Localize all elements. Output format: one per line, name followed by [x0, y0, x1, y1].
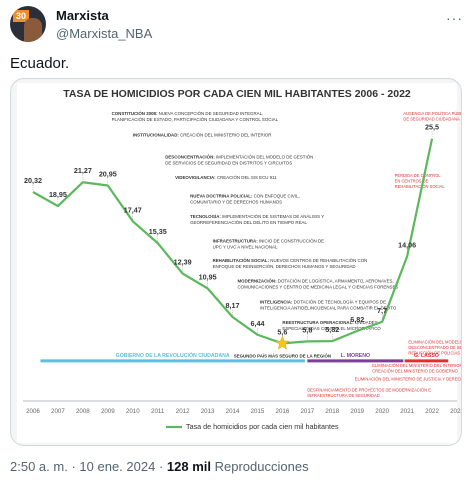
- avatar-figure: [24, 18, 42, 42]
- series-line: [32, 138, 434, 345]
- x-tick-label: 2015: [251, 408, 265, 415]
- red-annotation-text: DESCONCENTRADO DE SEGURIDAD Y: [408, 345, 462, 350]
- annotation-text: TECNOLOGÍA: IMPLEMENTACIÓN DE SISTEMAS D…: [190, 214, 324, 219]
- red-annotation-text: ELIMINACIÓN DEL MINISTERIO DEL INTERIOR …: [372, 363, 462, 368]
- annotation-text: ESPECIALIZADAS CONTRA EL MICROTRÁFICO: [282, 326, 381, 331]
- x-tick-label: 2006: [26, 408, 40, 415]
- tweet-header: 30 Marxista @Marxista_NBA ···: [0, 0, 473, 46]
- more-options-icon[interactable]: ···: [446, 10, 463, 26]
- red-annotation-text: DESFINANCIAMIENTO DE PROYECTOS DE MODERN…: [307, 388, 431, 393]
- red-annotation-text: REDUCCIÓN DE POLICÍAS EN TERRITORIO: [408, 350, 462, 355]
- x-tick-label: 2011: [151, 408, 165, 415]
- annotation-text: ENFOQUE DE REINSERCIÓN, DERECHOS HUMANOS…: [213, 264, 356, 269]
- x-tick-label: 2008: [76, 408, 90, 415]
- data-label: 14,06: [398, 240, 416, 249]
- x-tick-label: 2017: [300, 408, 314, 415]
- meta-separator: ·: [158, 459, 164, 474]
- data-label: 6,82: [350, 315, 364, 324]
- annotation-text: UPC Y UVC A NIVEL NACIONAL: [213, 245, 278, 250]
- homicide-rate-chart: TASA DE HOMICIDIOS POR CADA CIEN MIL HAB…: [17, 83, 462, 443]
- data-label: 5,82: [325, 325, 339, 334]
- annotation-text: INFRAESTRUCTURA: INICIO DE CONSTRUCCIÓN …: [213, 239, 325, 244]
- data-label: 21,27: [74, 166, 92, 175]
- annotation-text: DESCONCENTRACIÓN: IMPLEMENTACIÓN DEL MOD…: [165, 154, 313, 159]
- x-tick-label: 2022: [425, 408, 439, 415]
- data-label: 15,35: [149, 227, 167, 236]
- x-tick-label: 2019: [350, 408, 364, 415]
- x-tick-label: 2018: [325, 408, 339, 415]
- display-name[interactable]: Marxista: [56, 8, 109, 23]
- data-label: 20,95: [99, 170, 117, 179]
- x-tick-label: 2021: [400, 408, 414, 415]
- tweet-meta: 2:50 a. m. · 10 ene. 2024 · 128 mil Repr…: [10, 459, 309, 474]
- red-annotation-text: AUSENCIA DE POLÍTICA PÚBLICA: [403, 111, 462, 116]
- x-tick-label: 2014: [226, 408, 240, 415]
- views-count: 128 mil: [166, 459, 211, 474]
- tweet-date[interactable]: 10 ene. 2024: [79, 459, 156, 474]
- meta-separator: ·: [71, 459, 76, 474]
- annotation-text: COMUNICACIONES Y CENTRO DE MEDICINA LEGA…: [238, 285, 399, 290]
- period-label: L. MORENO: [341, 353, 370, 359]
- data-label: 6,44: [250, 319, 264, 328]
- red-annotation-text: CREACIÓN DEL MINISTERIO DE GOBIERNO: [372, 369, 458, 374]
- period-label: GOBIERNO DE LA REVOLUCIÓN CIUDADANA: [116, 351, 230, 359]
- data-label: 12,39: [174, 258, 192, 267]
- chart-background: [17, 83, 457, 443]
- user-handle[interactable]: @Marxista_NBA: [56, 26, 153, 41]
- annotation-text: REESTRUCTURA OPERACIONAL: UNIDADES: [282, 320, 377, 325]
- legend-label: Tasa de homicidios por cada cien mil hab…: [186, 422, 339, 431]
- chart-title: TASA DE HOMICIDIOS POR CADA CIEN MIL HAB…: [63, 88, 411, 100]
- avatar-badge: 30: [13, 10, 29, 22]
- red-annotation-text: PÉRDIDA DE CONTROL: [395, 173, 442, 178]
- annotation-text: MODERNIZACIÓN: DOTACIÓN DE LOGÍSTICA, AR…: [238, 279, 394, 284]
- annotation-text: CONSTITUCIÓN 2008: NUEVA CONCEPCIÓN DE S…: [112, 111, 264, 116]
- x-tick-label: 2010: [126, 408, 140, 415]
- data-label: 5,6: [277, 327, 287, 336]
- x-tick-label: 2007: [51, 408, 65, 415]
- annotation-text: COMUNITARIO Y DE DERECHOS HUMANOS: [190, 199, 282, 204]
- views-label: Reproducciones: [214, 459, 309, 474]
- x-tick-label: 2012: [176, 408, 190, 415]
- x-tick-label: 2013: [201, 408, 215, 415]
- data-label: 10,95: [199, 272, 217, 281]
- data-label: 7,7: [377, 306, 387, 315]
- annotation-text: GEORREFERENCIACIÓN DEL DELITO EN TIEMPO …: [190, 220, 307, 225]
- red-annotation-text: REHABILITACIÓN SOCIAL: [395, 184, 446, 189]
- red-annotation-text: ELIMINACIÓN DEL MINISTERIO DE JUSTICIA Y…: [355, 376, 462, 381]
- annotation-text: INTELIGENCIA: DOTACIÓN DE TECNOLOGÍA Y E…: [260, 299, 386, 304]
- tweet-text: Ecuador.: [10, 55, 70, 72]
- annotation-text: NUEVA DOCTRINA POLICIAL: CON ENFOQUE CIV…: [190, 193, 300, 198]
- red-annotation-text: INFRAESTRUCTURA DE SEGURIDAD: [307, 393, 379, 398]
- x-tick-label: 2009: [101, 408, 115, 415]
- red-annotation-text: ELIMINACIÓN DEL MODELO DE GESTIÓN: [408, 339, 462, 344]
- data-label: 8,17: [226, 301, 240, 310]
- x-tick-label: 2016: [276, 408, 290, 415]
- annotation-text: INSTITUCIONALIDAD: CREACIÓN DEL MINISTER…: [133, 133, 272, 138]
- data-label: 17,47: [124, 205, 142, 214]
- data-label: 18,95: [49, 190, 67, 199]
- period-label: G. LASSO: [414, 353, 439, 359]
- data-label: 20,32: [24, 176, 42, 185]
- annotation-text: VIDEOVIGILANCIA: CREACIÓN DEL SIS ECU 91…: [175, 175, 277, 180]
- data-label: 5,8: [302, 325, 312, 334]
- annotation-text: DE SERVICIOS DE SEGURIDAD EN DISTRITOS Y…: [165, 160, 292, 165]
- tweet-media-image[interactable]: TASA DE HOMICIDIOS POR CADA CIEN MIL HAB…: [10, 78, 462, 446]
- red-annotation-text: EN CENTROS DE: [395, 178, 429, 183]
- x-tick-label: 2020: [375, 408, 389, 415]
- red-annotation-text: DE SEGURIDAD CIUDADANA: [403, 117, 460, 122]
- x-tick-label: 2023: [450, 408, 462, 415]
- annotation-text: REHABILITACIÓN SOCIAL: NUEVOS CENTROS DE…: [213, 258, 368, 263]
- data-label: 25,5: [425, 123, 439, 132]
- avatar[interactable]: 30: [10, 6, 46, 42]
- annotation-text: PLANIFICACIÓN DE ESTADO, PARTICIPACIÓN C…: [112, 117, 279, 122]
- star-icon: [275, 335, 290, 350]
- annotation-text: INTELIGENCIA ANTIDELINCUENCIAL PARA COMB…: [260, 305, 397, 310]
- star-annotation: SEGUNDO PAÍS MÁS SEGURO DE LA REGIÓN: [234, 353, 331, 358]
- tweet-time[interactable]: 2:50 a. m.: [10, 459, 68, 474]
